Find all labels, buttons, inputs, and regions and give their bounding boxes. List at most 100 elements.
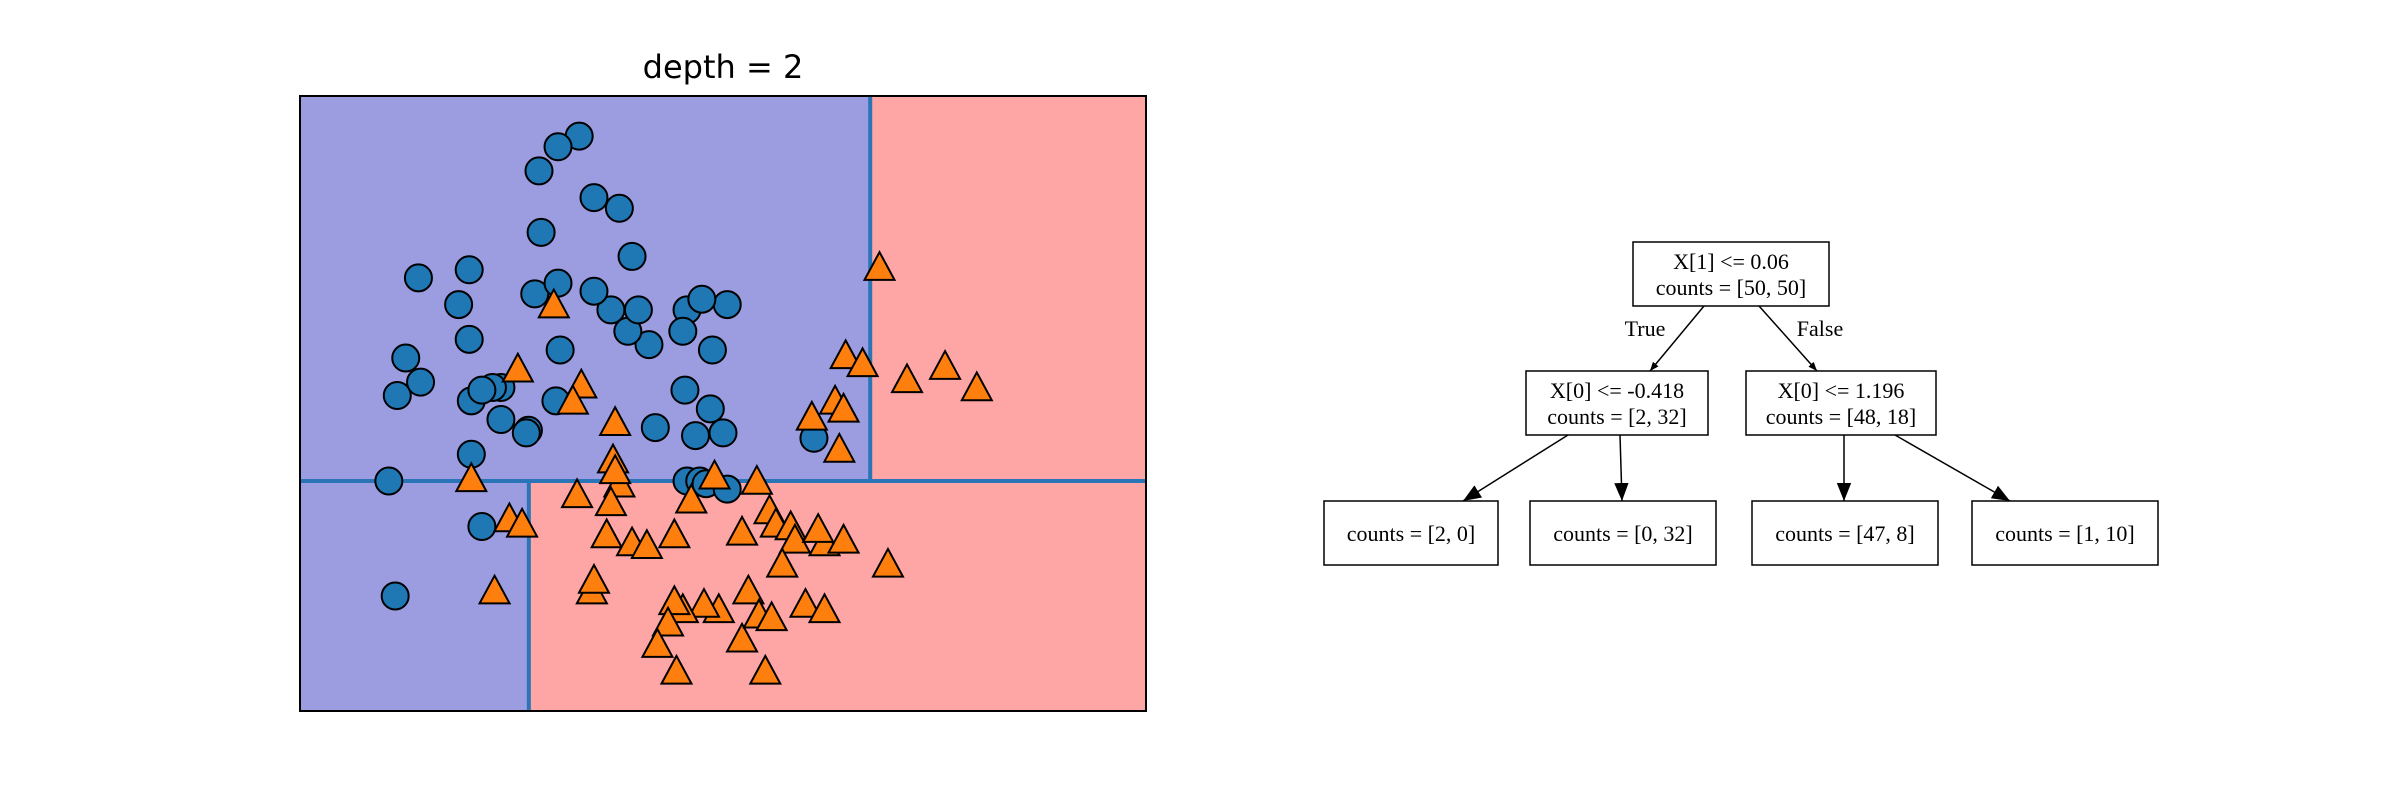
class1-point bbox=[640, 627, 675, 658]
class0-point bbox=[687, 284, 717, 314]
class1-point bbox=[697, 458, 732, 490]
class0-point bbox=[579, 183, 609, 213]
node-counts: counts = [0, 32] bbox=[1553, 521, 1693, 546]
class0-point bbox=[454, 255, 484, 285]
class0-point bbox=[670, 375, 700, 405]
class1-point bbox=[807, 592, 842, 624]
edge-label-true: True bbox=[1625, 316, 1666, 341]
class0-point bbox=[374, 466, 404, 496]
class1-point bbox=[674, 482, 708, 514]
class0-point bbox=[623, 295, 653, 325]
plot-title: depth = 2 bbox=[643, 48, 804, 86]
class1-point bbox=[778, 522, 812, 554]
tree-node-box bbox=[1971, 500, 2159, 566]
class0-point bbox=[511, 418, 541, 448]
decision-boundary-plot: depth = 2 bbox=[299, 48, 1147, 712]
class1-point bbox=[725, 514, 759, 546]
class1-point bbox=[826, 391, 861, 423]
class1-point bbox=[659, 653, 694, 685]
node-counts: counts = [2, 32] bbox=[1547, 404, 1687, 429]
node-counts: counts = [48, 18] bbox=[1766, 404, 1917, 429]
class0-point bbox=[681, 421, 711, 451]
class1-point bbox=[630, 528, 664, 559]
class0-point bbox=[486, 405, 516, 435]
tree-edge-left-lr bbox=[1614, 434, 1629, 502]
class1-point bbox=[828, 338, 863, 370]
tree-edge-root-right bbox=[1758, 305, 1818, 372]
class1-point bbox=[505, 506, 539, 538]
class1-point bbox=[928, 348, 962, 380]
class1-point bbox=[731, 573, 766, 605]
class0-point bbox=[526, 217, 556, 247]
class0-point bbox=[467, 375, 497, 405]
class1-point bbox=[862, 250, 897, 281]
tree-edge-right-rr bbox=[1894, 434, 2011, 502]
class0-point bbox=[708, 418, 738, 448]
class1-point bbox=[657, 517, 692, 549]
class1-point bbox=[845, 346, 880, 378]
class1-point bbox=[725, 621, 759, 653]
decision-regions bbox=[300, 96, 1146, 711]
tree-edge-left-ll bbox=[1462, 434, 1569, 502]
class0-point bbox=[382, 380, 412, 410]
class1-point bbox=[657, 584, 692, 616]
tree-node-box bbox=[1745, 370, 1937, 436]
class1-point bbox=[740, 463, 774, 495]
class0-point bbox=[467, 512, 497, 541]
tree-edges: True False bbox=[1462, 305, 2011, 502]
class1-point bbox=[556, 383, 590, 415]
class0-point bbox=[454, 324, 484, 354]
tree-node-ll: counts = [2, 0] bbox=[1323, 500, 1499, 566]
class0-point bbox=[543, 268, 573, 298]
class1-point bbox=[871, 546, 905, 578]
node-counts: counts = [1, 10] bbox=[1995, 521, 2135, 546]
class0-point bbox=[380, 581, 410, 611]
edge-label-false: False bbox=[1797, 316, 1843, 341]
tree-node-rl: counts = [47, 8] bbox=[1751, 500, 1939, 566]
class1-point bbox=[594, 485, 628, 517]
class1-point bbox=[598, 405, 632, 436]
plot-frame bbox=[299, 95, 1147, 712]
class0-point bbox=[697, 335, 727, 365]
class0-point bbox=[444, 290, 474, 320]
class1-point bbox=[748, 653, 782, 685]
class1-point bbox=[560, 477, 594, 509]
class1-point bbox=[589, 517, 624, 549]
class1-point bbox=[795, 399, 829, 431]
class0-point bbox=[712, 290, 742, 320]
class0-point bbox=[634, 330, 664, 360]
class1-point bbox=[801, 512, 835, 543]
node-split-rule: X[0] <= 1.196 bbox=[1778, 378, 1905, 403]
node-counts: counts = [2, 0] bbox=[1347, 521, 1476, 546]
tree-edge-root-left bbox=[1649, 305, 1705, 372]
class1-point bbox=[754, 600, 789, 632]
node-counts: counts = [47, 8] bbox=[1775, 521, 1915, 546]
class1-point bbox=[687, 586, 721, 618]
tree-node-lr: counts = [0, 32] bbox=[1529, 500, 1717, 566]
node-counts: counts = [50, 50] bbox=[1656, 275, 1807, 300]
node-split-rule: X[0] <= -0.418 bbox=[1550, 378, 1684, 403]
class1-point bbox=[826, 522, 861, 554]
class1-point bbox=[890, 362, 924, 394]
tree-node-box bbox=[1529, 500, 1717, 566]
class1-point bbox=[822, 431, 857, 463]
tree-node-box bbox=[1525, 370, 1709, 436]
class1-point bbox=[651, 605, 685, 637]
class0-point bbox=[524, 156, 554, 186]
class0-point bbox=[406, 367, 436, 397]
class1-point bbox=[477, 573, 512, 605]
class0-point bbox=[391, 343, 421, 373]
region-top-right bbox=[870, 96, 1146, 482]
class1-point bbox=[788, 586, 823, 618]
tree-node-rr: counts = [1, 10] bbox=[1971, 500, 2159, 566]
class0-point bbox=[579, 276, 609, 306]
class0-point bbox=[695, 394, 725, 424]
class1-point bbox=[537, 287, 571, 319]
node-split-rule: X[1] <= 0.06 bbox=[1673, 249, 1789, 274]
data-points bbox=[374, 121, 994, 685]
